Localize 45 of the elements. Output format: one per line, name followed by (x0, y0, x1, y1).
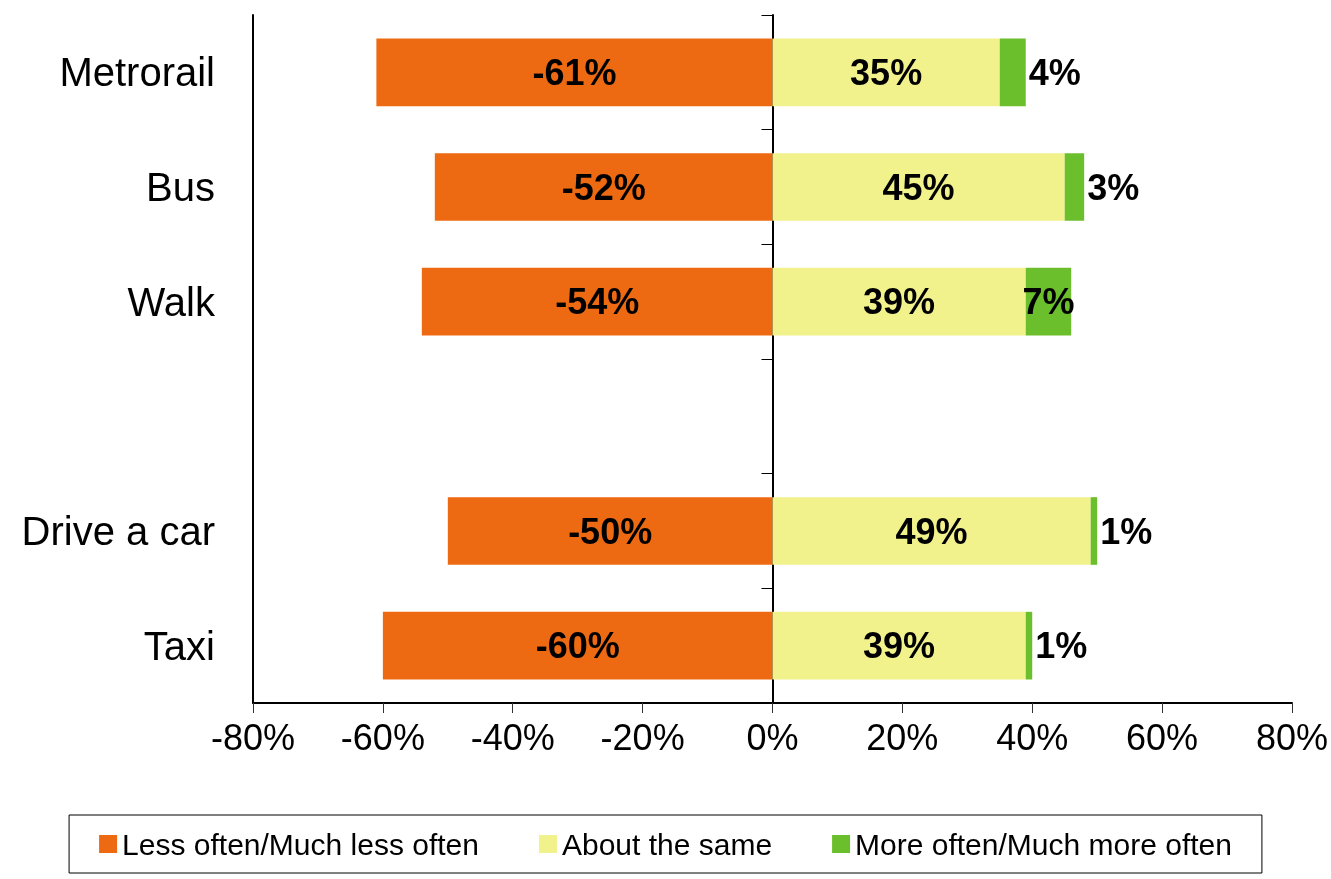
y-tick-label: Walk (127, 279, 216, 324)
data-label: -54% (555, 281, 640, 323)
bar (434, 153, 773, 221)
bar (382, 611, 773, 680)
y-tick-label: Bus (146, 165, 215, 209)
legend-label: Less often/Much less often (122, 827, 479, 861)
legend-label: About the same (561, 827, 773, 861)
x-tick-label: -20% (600, 716, 685, 758)
bar (772, 267, 1026, 336)
data-label: 49% (895, 510, 968, 552)
data-label: -60% (535, 625, 620, 667)
bar (447, 497, 773, 565)
legend-label: More often/Much more often (855, 827, 1232, 861)
data-label: -52% (561, 166, 646, 208)
x-tick-label: -60% (340, 716, 425, 758)
y-tick-label: Drive a car (21, 509, 215, 553)
x-tick-label: -40% (470, 716, 555, 758)
x-tick-label: 40% (996, 716, 1069, 758)
y-tick-label: Taxi (143, 623, 215, 668)
data-label: 1% (1100, 510, 1153, 552)
x-tick-label: 60% (1126, 716, 1199, 758)
bar (772, 38, 1000, 107)
data-label: 1% (1035, 625, 1088, 667)
data-label: 35% (850, 51, 923, 93)
data-label: 39% (863, 281, 936, 323)
bar (1090, 497, 1098, 565)
bar (1064, 153, 1085, 221)
bar (999, 38, 1026, 107)
bar (1025, 611, 1033, 680)
data-label: 3% (1087, 166, 1140, 208)
bar (772, 153, 1065, 221)
bar (772, 497, 1091, 565)
x-tick-label: 20% (866, 716, 939, 758)
data-label: 4% (1028, 51, 1081, 93)
bar (772, 611, 1026, 680)
data-label: -50% (568, 510, 653, 552)
x-tick-label: -80% (210, 716, 296, 758)
y-tick-label: Metrorail (59, 50, 215, 95)
data-label: 45% (882, 166, 955, 208)
bar (421, 267, 773, 336)
bar (376, 38, 773, 107)
data-label: -61% (532, 51, 617, 93)
x-tick-label: 0% (746, 716, 799, 758)
x-tick-label: 80% (1255, 716, 1328, 758)
data-label: 39% (863, 625, 936, 667)
